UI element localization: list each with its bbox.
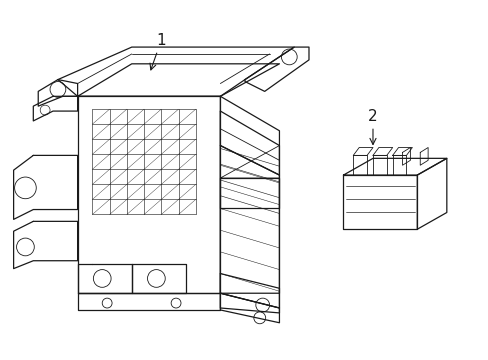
Text: 1: 1 bbox=[150, 33, 166, 70]
Text: 2: 2 bbox=[367, 108, 377, 144]
